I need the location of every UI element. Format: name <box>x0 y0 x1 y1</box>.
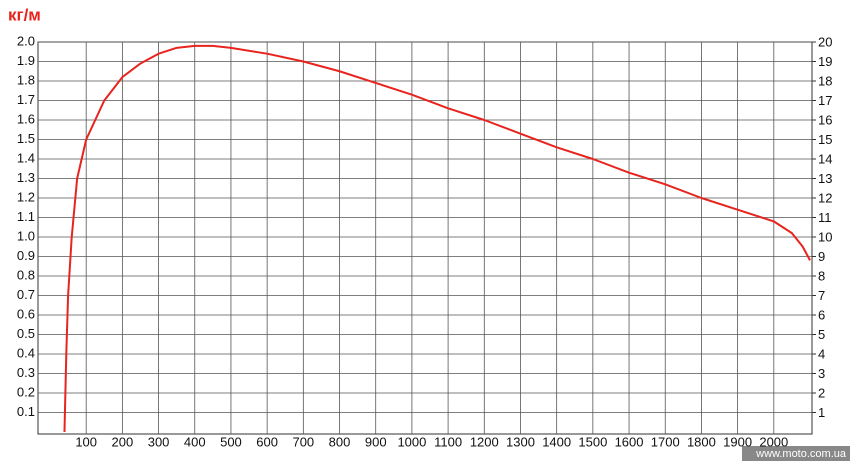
y2-tick-label: 16 <box>818 112 832 127</box>
watermark-bg <box>742 446 850 461</box>
y-tick-label: 1.0 <box>17 228 35 243</box>
x-tick-label: 1000 <box>397 434 426 449</box>
x-tick-label: 1400 <box>542 434 571 449</box>
y-tick-label: 0.6 <box>17 306 35 321</box>
x-tick-label: 1700 <box>651 434 680 449</box>
y-tick-label: 0.8 <box>17 267 35 282</box>
y-tick-label: 0.4 <box>17 345 35 360</box>
y-tick-label: 0.5 <box>17 326 35 341</box>
x-tick-label: 300 <box>148 434 170 449</box>
y2-tick-label: 19 <box>818 54 832 69</box>
y-tick-label: 1.3 <box>17 170 35 185</box>
x-tick-label: 400 <box>184 434 206 449</box>
y2-tick-label: 11 <box>818 210 832 225</box>
x-tick-label: 700 <box>292 434 314 449</box>
y-tick-label: 1.1 <box>17 209 35 224</box>
x-tick-label: 1800 <box>687 434 716 449</box>
y-tick-label: 0.1 <box>17 404 35 419</box>
y-tick-label: 0.2 <box>17 384 35 399</box>
y-tick-label: 1.8 <box>17 72 35 87</box>
y2-tick-label: 20 <box>818 34 832 49</box>
y2-tick-label: 8 <box>818 268 825 283</box>
y2-tick-label: 4 <box>818 346 825 361</box>
x-tick-label: 900 <box>365 434 387 449</box>
y-tick-label: 0.3 <box>17 365 35 380</box>
y-tick-label: 1.9 <box>17 53 35 68</box>
y2-tick-label: 5 <box>818 327 825 342</box>
x-tick-label: 2000 <box>759 434 788 449</box>
x-tick-label: 1100 <box>434 434 462 449</box>
y-tick-label: 1.7 <box>17 92 35 107</box>
x-tick-label: 600 <box>256 434 278 449</box>
watermark: www.moto.com.ua <box>755 448 847 460</box>
y2-tick-label: 18 <box>818 73 832 88</box>
x-tick-label: 1500 <box>578 434 607 449</box>
x-tick-label: 500 <box>220 434 242 449</box>
x-tick-label: 100 <box>75 434 97 449</box>
y2-tick-label: 17 <box>818 93 832 108</box>
y-tick-label: 2.0 <box>17 33 35 48</box>
chart-title: кг/м <box>8 5 41 24</box>
y2-tick-label: 15 <box>818 132 832 147</box>
x-tick-label: 1300 <box>506 434 535 449</box>
y2-tick-label: 6 <box>818 307 825 322</box>
y2-tick-label: 10 <box>818 229 832 244</box>
y2-tick-label: 9 <box>818 249 825 264</box>
x-tick-label: 200 <box>112 434 134 449</box>
y-tick-label: 0.7 <box>17 287 35 302</box>
x-tick-label: 1200 <box>470 434 499 449</box>
x-tick-label: 800 <box>329 434 351 449</box>
y-tick-label: 0.9 <box>17 248 35 263</box>
x-tick-label: 1600 <box>615 434 644 449</box>
y2-tick-label: 12 <box>818 190 832 205</box>
y-tick-label: 1.2 <box>17 189 35 204</box>
data-line <box>63 44 811 433</box>
y2-tick-label: 3 <box>818 366 825 381</box>
y2-tick-label: 2 <box>818 385 825 400</box>
x-tick-label: 1900 <box>723 434 752 449</box>
y2-tick-label: 1 <box>818 405 825 420</box>
y2-tick-label: 7 <box>818 288 825 303</box>
y-tick-label: 1.5 <box>17 131 35 146</box>
y-tick-label: 1.6 <box>17 111 35 126</box>
y2-tick-label: 14 <box>818 151 832 166</box>
y2-tick-label: 13 <box>818 171 832 186</box>
y-tick-label: 1.4 <box>17 150 35 165</box>
plot-frame <box>37 41 813 435</box>
